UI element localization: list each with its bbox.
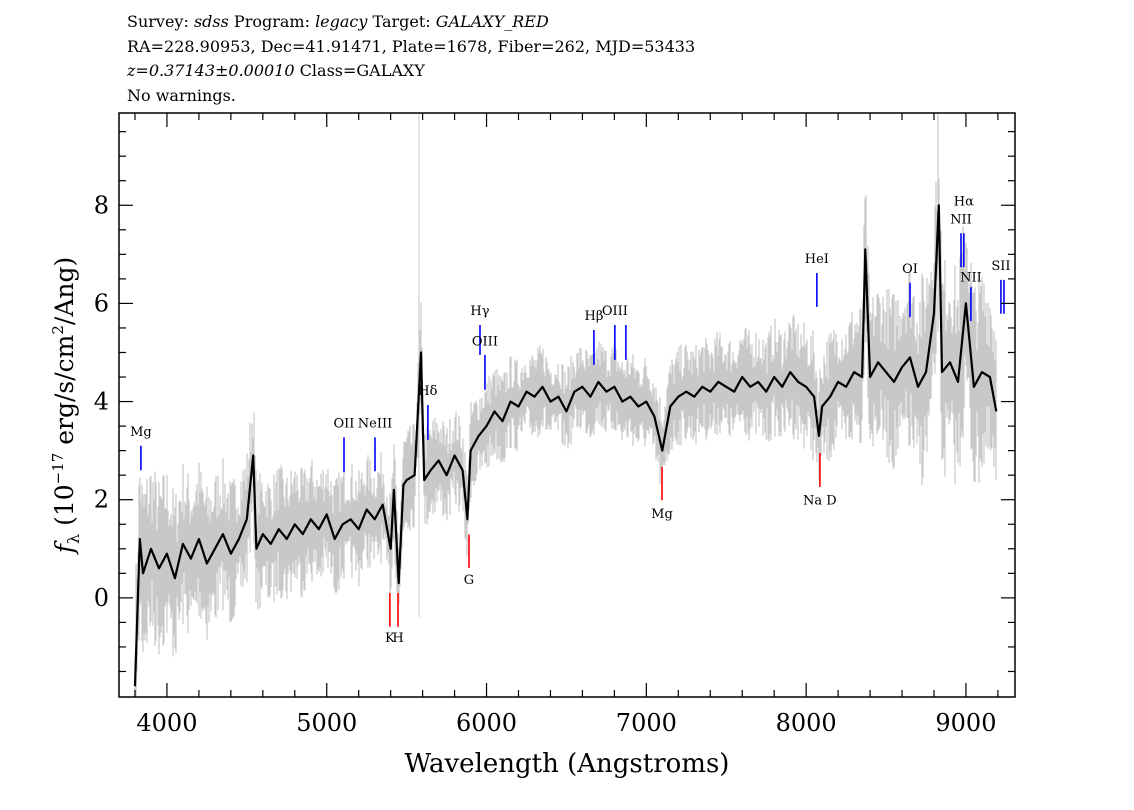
line-label: Na D — [803, 494, 837, 509]
header-line-2: RA=228.90953, Dec=41.91471, Plate=1678, … — [127, 37, 696, 56]
y-tick-label: 0 — [94, 584, 109, 612]
survey-label: Survey: — [127, 12, 189, 31]
flux-line — [133, 204, 998, 687]
y-tick-label: 8 — [94, 191, 109, 219]
line-label: OIII — [472, 335, 498, 350]
line-label: Hβ — [584, 309, 603, 324]
x-tick-label: 5000 — [296, 709, 357, 737]
line-label: H — [392, 631, 403, 646]
error-band — [134, 113, 997, 697]
x-tick-label: 7000 — [616, 709, 677, 737]
y-axis-label: fλ (10−17 erg/s/cm2/Ang) — [49, 257, 83, 556]
y-tick-label: 4 — [94, 388, 109, 416]
line-label: SII — [991, 259, 1010, 274]
y-label-pre: (10 — [50, 484, 79, 534]
target-label: Target: — [372, 12, 431, 31]
y-tick-label: 2 — [94, 486, 109, 514]
x-tick-label: 4000 — [136, 709, 197, 737]
line-label: Hγ — [470, 304, 489, 319]
y-tick-label: 6 — [94, 289, 109, 317]
x-tick-label: 9000 — [935, 709, 996, 737]
line-label: OIII — [602, 304, 628, 319]
redshift: z=0.37143±0.00010 — [127, 61, 295, 80]
y-label-exp2: 2 — [49, 325, 67, 335]
header-line-1: Survey: sdss Program: legacy Target: GAL… — [127, 12, 549, 32]
line-label: NeIII — [358, 417, 392, 432]
line-label: HeI — [805, 252, 829, 267]
x-tick-label: 6000 — [456, 709, 517, 737]
program-label: Program: — [233, 12, 310, 31]
y-label-sub: λ — [64, 534, 83, 544]
line-label: NII — [960, 270, 982, 285]
x-tick-label: 8000 — [776, 709, 837, 737]
header-warnings: No warnings. — [127, 86, 236, 105]
line-label: Hδ — [418, 384, 437, 399]
line-label: NII — [950, 212, 972, 227]
flux-series — [133, 204, 998, 687]
line-label: OII — [334, 417, 355, 432]
line-label: Mg — [130, 425, 152, 440]
axes: 4000 5000 6000 7000 8000 9000 0 2 4 6 8 — [94, 112, 1016, 737]
line-label: Hα — [954, 194, 974, 209]
class: Class=GALAXY — [299, 61, 425, 80]
y-label-mid: erg/s/cm — [50, 334, 79, 452]
y-label-post: /Ang) — [50, 257, 79, 325]
header-line-3: z=0.37143±0.00010 Class=GALAXY — [127, 61, 425, 81]
line-label: Mg — [651, 507, 673, 522]
line-label: OI — [902, 262, 918, 277]
line-label: K — [385, 631, 395, 646]
program-value: legacy — [315, 12, 368, 31]
survey-value: sdss — [193, 12, 229, 31]
target-value: GALAXY_RED — [435, 12, 549, 31]
x-axis-label: Wavelength (Angstroms) — [405, 749, 730, 779]
error-band-path — [134, 113, 997, 697]
y-label-f: f — [50, 540, 79, 555]
line-label: G — [464, 573, 474, 588]
plot-frame — [118, 112, 1016, 698]
y-label-exp1: −17 — [49, 453, 67, 485]
